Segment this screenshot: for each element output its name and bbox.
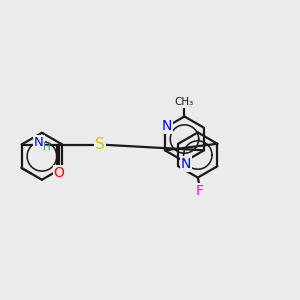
- Text: N: N: [34, 136, 44, 149]
- Text: H: H: [43, 142, 51, 152]
- Text: S: S: [95, 137, 105, 152]
- Text: F: F: [196, 184, 204, 198]
- Text: N: N: [161, 118, 172, 133]
- Text: N: N: [181, 157, 191, 171]
- Text: O: O: [54, 166, 64, 180]
- Text: CH₃: CH₃: [175, 97, 194, 107]
